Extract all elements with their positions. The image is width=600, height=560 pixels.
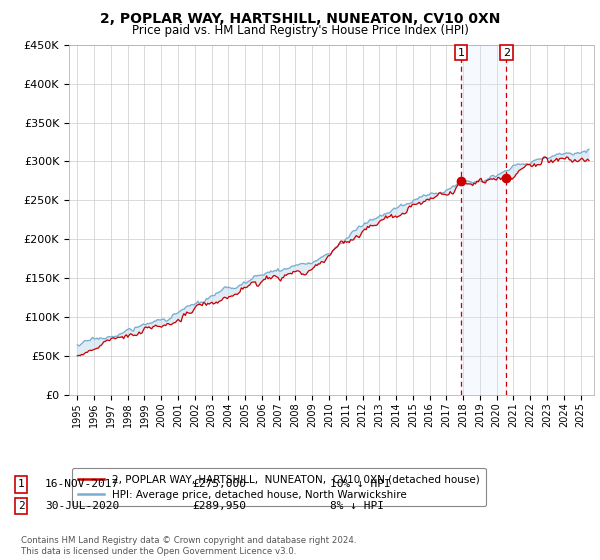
Text: 1: 1 bbox=[17, 479, 25, 489]
Text: 2: 2 bbox=[17, 501, 25, 511]
Text: Contains HM Land Registry data © Crown copyright and database right 2024.
This d: Contains HM Land Registry data © Crown c… bbox=[21, 536, 356, 556]
Text: 1: 1 bbox=[458, 48, 464, 58]
Text: Price paid vs. HM Land Registry's House Price Index (HPI): Price paid vs. HM Land Registry's House … bbox=[131, 24, 469, 36]
Text: 8% ↓ HPI: 8% ↓ HPI bbox=[330, 501, 384, 511]
Text: £275,000: £275,000 bbox=[192, 479, 246, 489]
Text: 30-JUL-2020: 30-JUL-2020 bbox=[45, 501, 119, 511]
Text: 16-NOV-2017: 16-NOV-2017 bbox=[45, 479, 119, 489]
Text: 10% ↓ HPI: 10% ↓ HPI bbox=[330, 479, 391, 489]
Bar bbox=[461, 45, 506, 395]
Text: £289,950: £289,950 bbox=[192, 501, 246, 511]
Text: 2, POPLAR WAY, HARTSHILL, NUNEATON, CV10 0XN: 2, POPLAR WAY, HARTSHILL, NUNEATON, CV10… bbox=[100, 12, 500, 26]
Legend: 2, POPLAR WAY, HARTSHILL,  NUNEATON,  CV10 0XN (detached house), HPI: Average pr: 2, POPLAR WAY, HARTSHILL, NUNEATON, CV10… bbox=[71, 468, 486, 506]
Text: 2: 2 bbox=[503, 48, 510, 58]
